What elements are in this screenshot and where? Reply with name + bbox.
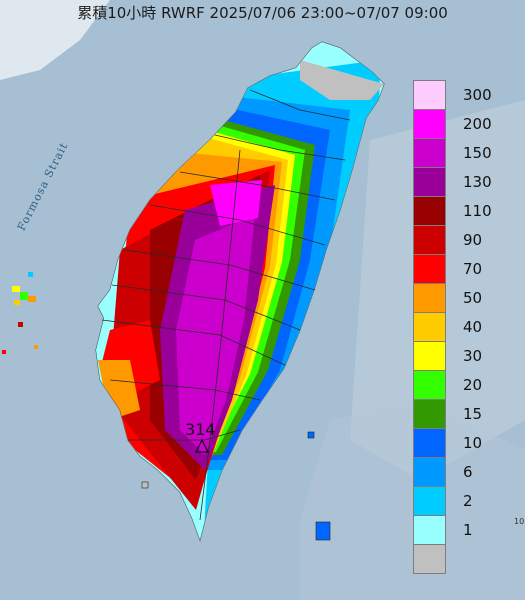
legend-swatch bbox=[413, 457, 446, 487]
max-rainfall-label: 314 bbox=[185, 420, 216, 439]
cloud-patch bbox=[0, 0, 110, 80]
legend-label: 2 bbox=[463, 492, 473, 510]
legend-label: 300 bbox=[463, 86, 492, 104]
max-rainfall-marker bbox=[195, 438, 209, 453]
legend-swatch bbox=[413, 341, 446, 371]
legend-item: 300 bbox=[413, 80, 523, 110]
legend-item: 90 bbox=[413, 225, 523, 255]
legend-swatch bbox=[413, 370, 446, 400]
legend-swatch bbox=[413, 312, 446, 342]
stray-tick-label: 10 bbox=[514, 517, 524, 526]
legend-item: 20 bbox=[413, 370, 523, 400]
legend-item: 110 bbox=[413, 196, 523, 226]
legend-swatch bbox=[413, 225, 446, 255]
legend-item: 2 bbox=[413, 486, 523, 516]
legend-item: 30 bbox=[413, 341, 523, 371]
legend-item bbox=[413, 544, 523, 574]
legend-label: 10 bbox=[463, 434, 483, 452]
legend-swatch bbox=[413, 283, 446, 313]
legend-label: 15 bbox=[463, 405, 483, 423]
legend-label: 110 bbox=[463, 202, 492, 220]
legend-label: 1 bbox=[463, 521, 473, 539]
legend-item: 150 bbox=[413, 138, 523, 168]
legend-label: 20 bbox=[463, 376, 483, 394]
legend-item: 6 bbox=[413, 457, 523, 487]
legend-item: 200 bbox=[413, 109, 523, 139]
legend-swatch bbox=[413, 428, 446, 458]
offshore-islands bbox=[2, 272, 331, 541]
legend-swatch bbox=[413, 399, 446, 429]
color-legend: 300 200 150 130 110 90 70 50 40 30 20 15 10 6 2 1 bbox=[413, 80, 523, 574]
legend-label: 70 bbox=[463, 260, 483, 278]
legend-label: 90 bbox=[463, 231, 483, 249]
legend-label: 130 bbox=[463, 173, 492, 191]
legend-swatch bbox=[413, 109, 446, 139]
legend-item: 70 bbox=[413, 254, 523, 284]
legend-label: 30 bbox=[463, 347, 483, 365]
legend-swatch bbox=[413, 544, 446, 574]
legend-swatch bbox=[413, 80, 446, 110]
legend-label: 40 bbox=[463, 318, 483, 336]
legend-label: 6 bbox=[463, 463, 473, 481]
legend-swatch bbox=[413, 486, 446, 516]
county-boundaries bbox=[101, 89, 351, 521]
legend-item: 1 bbox=[413, 515, 523, 545]
legend-label: 50 bbox=[463, 289, 483, 307]
cloud-patch bbox=[300, 400, 525, 600]
legend-swatch bbox=[413, 138, 446, 168]
legend-swatch bbox=[413, 167, 446, 197]
legend-label: 150 bbox=[463, 144, 492, 162]
legend-item: 130 bbox=[413, 167, 523, 197]
legend-item: 10 bbox=[413, 428, 523, 458]
legend-swatch bbox=[413, 196, 446, 226]
legend-item: 40 bbox=[413, 312, 523, 342]
legend-label: 200 bbox=[463, 115, 492, 133]
legend-item: 50 bbox=[413, 283, 523, 313]
legend-item: 15 bbox=[413, 399, 523, 429]
legend-swatch bbox=[413, 254, 446, 284]
legend-swatch bbox=[413, 515, 446, 545]
map-title: 累積10小時 RWRF 2025/07/06 23:00~07/07 09:00 bbox=[77, 4, 448, 22]
